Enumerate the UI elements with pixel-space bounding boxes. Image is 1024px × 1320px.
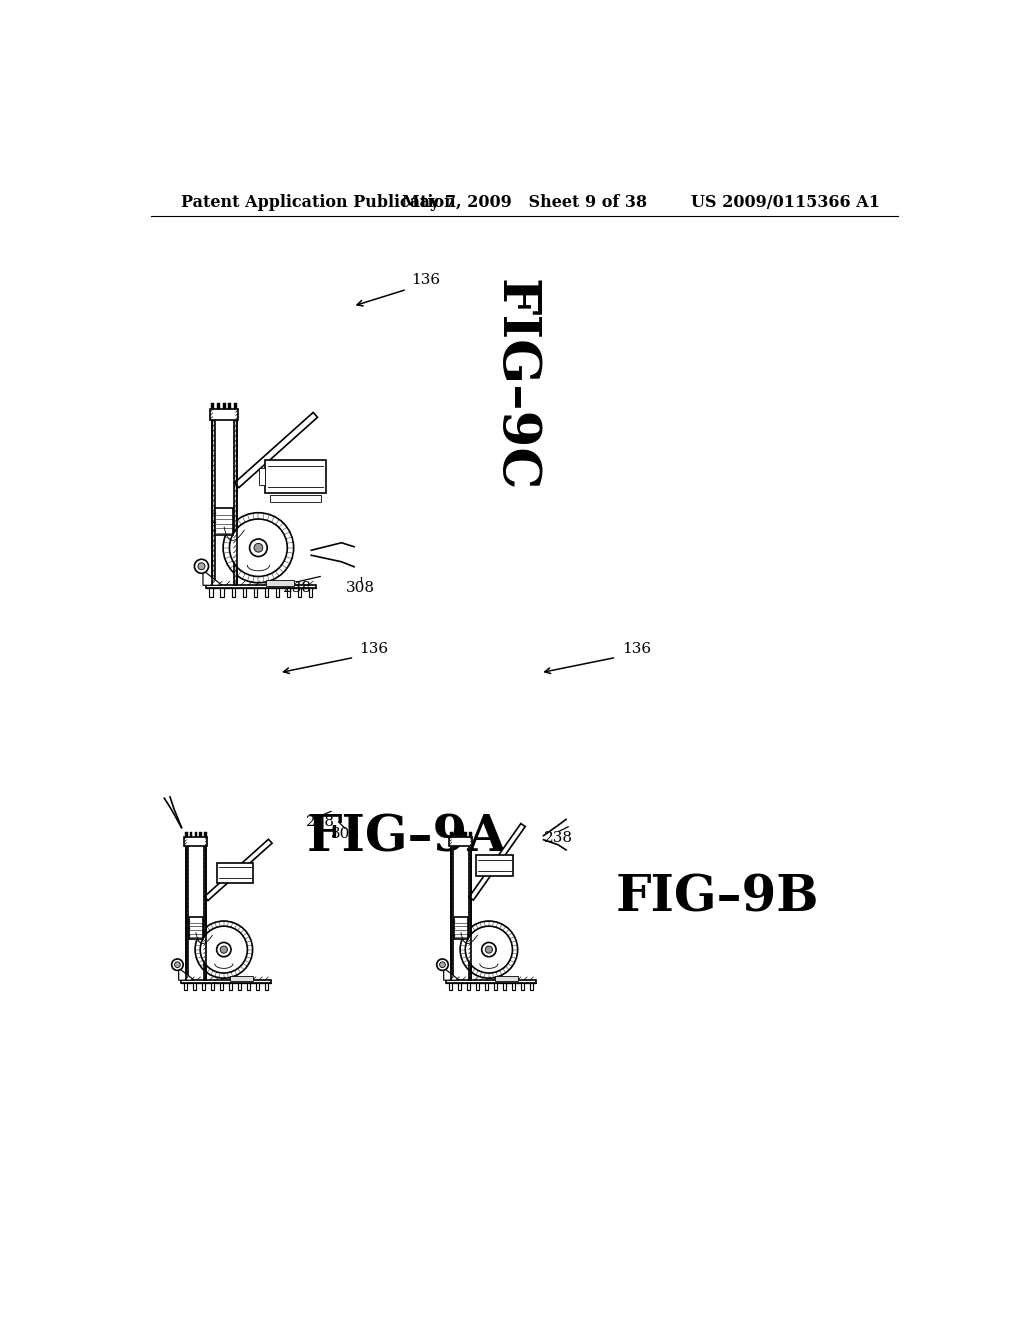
Polygon shape — [454, 846, 469, 981]
Polygon shape — [230, 975, 253, 981]
Circle shape — [198, 562, 205, 570]
Text: 308: 308 — [331, 828, 359, 841]
Circle shape — [250, 539, 267, 557]
Polygon shape — [215, 420, 233, 585]
Polygon shape — [454, 917, 468, 940]
Polygon shape — [195, 832, 198, 837]
Polygon shape — [443, 968, 460, 981]
Circle shape — [217, 942, 231, 957]
Circle shape — [254, 544, 263, 552]
Circle shape — [481, 942, 496, 957]
Polygon shape — [215, 508, 233, 535]
Polygon shape — [233, 420, 237, 585]
Text: 238: 238 — [306, 816, 335, 829]
Polygon shape — [204, 846, 206, 981]
Circle shape — [460, 921, 517, 978]
Polygon shape — [234, 403, 238, 409]
Polygon shape — [469, 832, 472, 837]
Polygon shape — [460, 832, 462, 837]
Text: 238: 238 — [283, 581, 311, 595]
Polygon shape — [189, 832, 193, 837]
Polygon shape — [234, 412, 317, 487]
Circle shape — [223, 512, 294, 583]
Text: Patent Application Publication: Patent Application Publication — [180, 194, 456, 211]
Polygon shape — [188, 846, 204, 981]
Circle shape — [485, 946, 493, 953]
Polygon shape — [212, 420, 215, 585]
Polygon shape — [206, 585, 316, 589]
Polygon shape — [216, 862, 254, 883]
Polygon shape — [469, 824, 525, 900]
Polygon shape — [203, 570, 222, 585]
Polygon shape — [266, 581, 294, 586]
Circle shape — [439, 962, 445, 968]
Polygon shape — [180, 981, 271, 982]
Polygon shape — [188, 917, 204, 940]
Circle shape — [436, 960, 449, 970]
Polygon shape — [445, 981, 537, 982]
Circle shape — [220, 946, 227, 953]
Text: FIG–9B: FIG–9B — [615, 873, 819, 923]
Text: 136: 136 — [359, 642, 388, 656]
Polygon shape — [180, 982, 271, 990]
Circle shape — [172, 960, 183, 970]
Text: FIG–9A: FIG–9A — [307, 813, 507, 862]
Polygon shape — [270, 495, 321, 502]
Polygon shape — [185, 832, 187, 837]
Text: May 7, 2009   Sheet 9 of 38: May 7, 2009 Sheet 9 of 38 — [402, 194, 647, 211]
Circle shape — [201, 927, 248, 973]
Polygon shape — [210, 409, 239, 420]
Circle shape — [465, 927, 512, 973]
Polygon shape — [211, 403, 214, 409]
Polygon shape — [185, 846, 188, 981]
Polygon shape — [265, 461, 326, 492]
Polygon shape — [178, 968, 195, 981]
Text: 136: 136 — [623, 642, 651, 656]
Circle shape — [196, 921, 253, 978]
Polygon shape — [469, 846, 471, 981]
Circle shape — [174, 962, 180, 968]
Polygon shape — [204, 832, 207, 837]
Text: 238: 238 — [545, 830, 573, 845]
Polygon shape — [228, 403, 231, 409]
Circle shape — [195, 560, 209, 573]
Text: FIG–9C: FIG–9C — [490, 280, 541, 492]
Text: 308: 308 — [346, 581, 375, 595]
Polygon shape — [445, 982, 537, 990]
Text: 136: 136 — [411, 273, 440, 286]
Polygon shape — [206, 589, 316, 598]
Polygon shape — [496, 975, 518, 981]
Text: US 2009/0115366 A1: US 2009/0115366 A1 — [691, 194, 880, 211]
Polygon shape — [259, 467, 265, 486]
Polygon shape — [184, 837, 208, 846]
Polygon shape — [217, 403, 220, 409]
Circle shape — [229, 519, 288, 577]
Polygon shape — [222, 403, 225, 409]
Polygon shape — [465, 832, 467, 837]
Polygon shape — [450, 837, 472, 846]
Polygon shape — [451, 832, 453, 837]
Polygon shape — [205, 840, 272, 900]
Polygon shape — [451, 846, 454, 981]
Polygon shape — [476, 855, 513, 875]
Polygon shape — [200, 832, 202, 837]
Polygon shape — [455, 832, 458, 837]
